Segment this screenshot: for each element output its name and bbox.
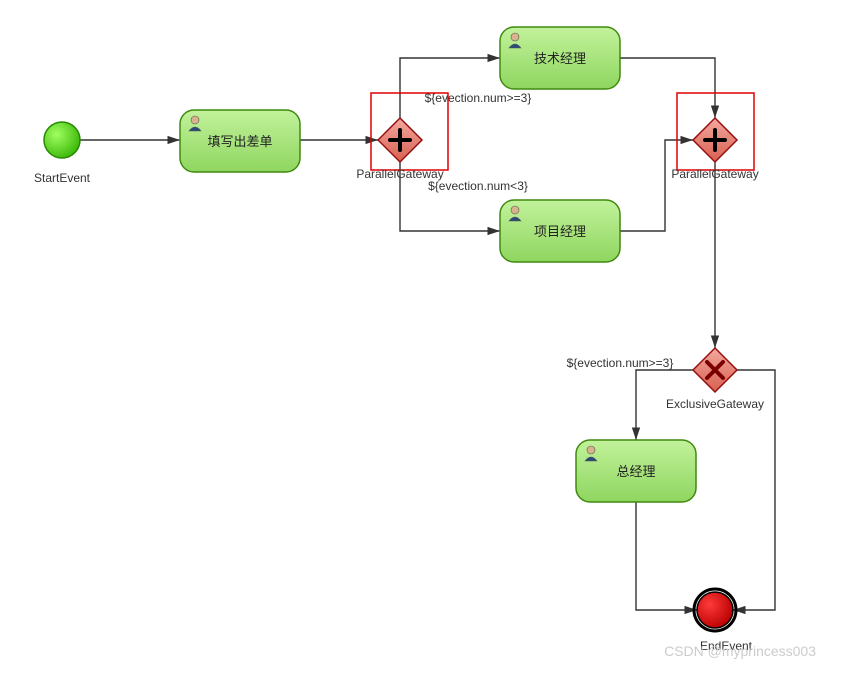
gw1[interactable]: ParallelGateway	[356, 93, 448, 181]
task4[interactable]: 总经理	[576, 440, 696, 502]
task2[interactable]: 技术经理	[500, 27, 620, 89]
start[interactable]: StartEvent	[34, 122, 91, 185]
watermark: CSDN @myprincess003	[664, 643, 816, 659]
task1[interactable]: 填写出差单	[180, 110, 300, 172]
sequence-flow	[620, 140, 693, 231]
node-label: ParallelGateway	[671, 167, 758, 181]
task-label: 总经理	[616, 464, 655, 479]
bpmn-diagram: ${evection.num>=3}${evection.num<3}${eve…	[0, 0, 846, 681]
sequence-flow	[636, 502, 697, 610]
task-label: 技术经理	[534, 51, 586, 66]
node-label: ParallelGateway	[356, 167, 443, 181]
node-label: StartEvent	[34, 171, 91, 185]
gw3[interactable]: ExclusiveGateway	[666, 348, 764, 411]
sequence-flow	[620, 58, 715, 118]
flow-condition-label: ${evection.num>=3}	[567, 356, 674, 370]
flow-condition-label: ${evection.num<3}	[428, 179, 528, 193]
task-label: 填写出差单	[207, 134, 272, 149]
task3[interactable]: 项目经理	[500, 200, 620, 262]
task-label: 项目经理	[534, 224, 586, 239]
node-label: ExclusiveGateway	[666, 397, 764, 411]
sequence-flow	[400, 58, 500, 118]
